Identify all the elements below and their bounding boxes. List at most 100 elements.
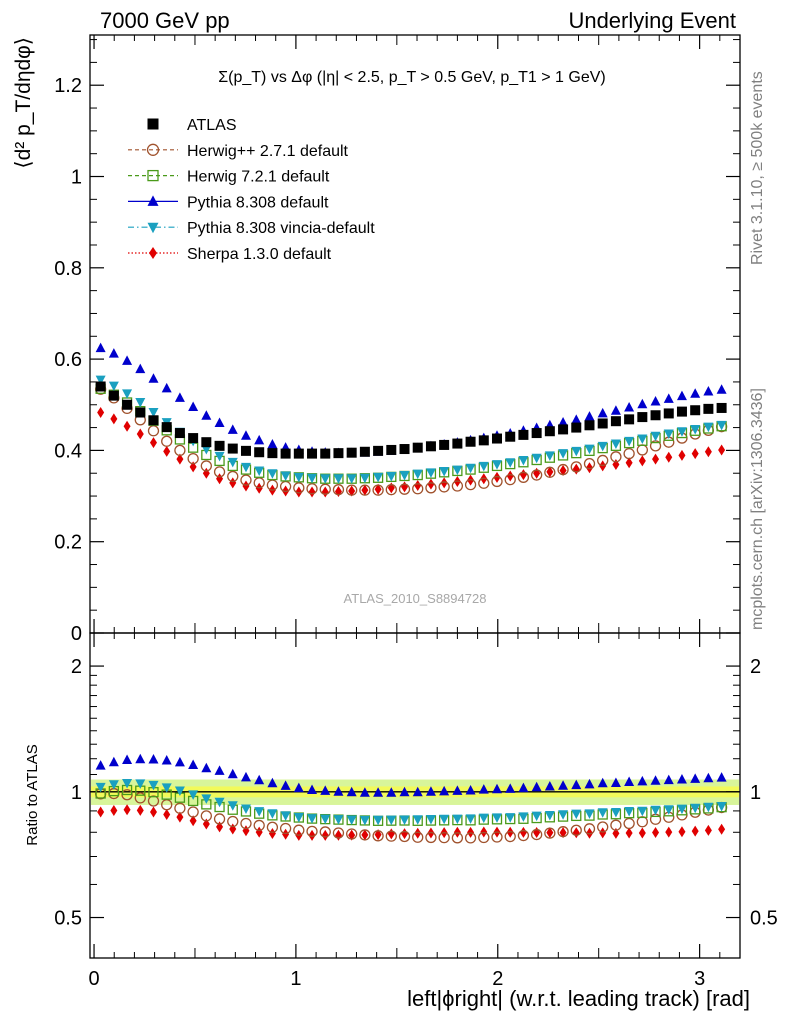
data-point: [716, 402, 727, 413]
data-point: [280, 471, 291, 482]
data-point: [321, 486, 329, 498]
ratio-point: [373, 787, 384, 797]
ratio-point: [333, 815, 344, 825]
ratio-point: [584, 778, 595, 789]
data-point: [161, 382, 172, 393]
series-atlas: [95, 381, 727, 459]
data-point: [572, 463, 580, 475]
ratio-point: [346, 828, 358, 840]
data-point: [135, 407, 146, 418]
ratio-point: [558, 810, 569, 820]
data-point: [200, 460, 212, 472]
ratio-point: [135, 779, 146, 789]
data-point: [333, 448, 344, 459]
data-point: [558, 417, 569, 427]
data-point: [610, 416, 621, 427]
ratio-point: [332, 827, 345, 839]
ratio-point: [149, 806, 157, 818]
data-point: [610, 439, 621, 450]
data-point: [478, 461, 489, 472]
data-point: [690, 388, 701, 398]
ratio-y-axis-label: Ratio to ATLAS: [24, 744, 41, 845]
ratio-point: [691, 825, 699, 837]
data-point: [518, 455, 529, 466]
x-tick-label: 2: [492, 968, 503, 990]
ratio-point: [491, 831, 503, 843]
ratio-point: [546, 827, 554, 839]
ratio-series-pythia-8-308-vincia-default: [95, 778, 727, 826]
data-point: [464, 478, 477, 491]
data-point: [227, 443, 238, 454]
legend: ATLAS Herwig++ 2.7.1 default Herwig 7.2.1 …: [128, 117, 375, 263]
data-point: [505, 431, 516, 442]
ratio-point: [506, 826, 514, 838]
data-point: [110, 413, 118, 425]
main-y-ticks: 0 0.2 0.4 0.6 0.8 1 1.2: [54, 35, 740, 645]
ratio-point: [452, 814, 463, 825]
ratio-point: [519, 826, 527, 838]
ratio-point: [703, 772, 714, 783]
data-point: [176, 453, 184, 465]
data-point: [691, 448, 699, 460]
ratio-point: [359, 787, 370, 797]
data-point: [240, 445, 251, 456]
ratio-point: [122, 754, 133, 764]
ratio-point: [372, 830, 384, 842]
ratio-point: [559, 827, 567, 839]
ratio-point: [320, 785, 331, 795]
data-point: [348, 485, 356, 497]
data-point: [517, 471, 530, 483]
ratio-point: [254, 807, 265, 817]
ratio-point: [517, 829, 530, 842]
main-y-axis-label: ⟨d² p_T/dηdφ⟩: [12, 37, 35, 169]
ratio-y-tick-label-right: 1: [750, 782, 761, 804]
legend-label: Herwig++ 2.7.1 default: [187, 143, 349, 160]
ratio-point: [201, 762, 212, 773]
ratio-point: [108, 756, 119, 767]
data-point: [624, 401, 635, 412]
ratio-y-tick-label: 0.5: [54, 908, 82, 930]
ratio-point: [320, 814, 331, 825]
y-tick-label: 1.2: [54, 75, 82, 97]
data-point: [703, 422, 714, 433]
ratio-panel: 0.5 0.5 1 1 2 2 0 1 2 3 Ratio to ATLAS left|ϕrigh…: [24, 632, 778, 1011]
data-point: [359, 446, 370, 457]
ratio-point: [307, 814, 318, 824]
ratio-point: [665, 826, 673, 838]
legend-entry: ATLAS: [147, 117, 237, 134]
legend-entry: Sherpa 1.3.0 default: [128, 246, 332, 263]
data-point: [530, 469, 543, 481]
x-tick-label: 3: [694, 968, 705, 990]
data-point: [663, 393, 674, 403]
rivet-label: Rivet 3.1.10, ≥ 500k events: [749, 71, 766, 265]
data-point: [703, 386, 714, 396]
data-point: [610, 405, 621, 415]
data-point: [136, 428, 144, 440]
data-point: [229, 477, 237, 489]
ratio-point: [412, 815, 423, 825]
data-point: [148, 408, 159, 418]
data-point: [280, 448, 291, 459]
ratio-point: [386, 787, 397, 797]
ratio-point: [136, 804, 144, 816]
data-point: [425, 482, 437, 494]
data-point: [293, 472, 304, 483]
data-point: [439, 439, 450, 450]
data-point: [478, 435, 489, 446]
mcplots-label: mcplots.cern.ch [arXiv:1306.3436]: [749, 388, 766, 630]
ratio-point: [531, 811, 542, 822]
data-point: [570, 461, 582, 473]
ratio-point: [267, 777, 278, 788]
ratio-point: [333, 786, 344, 796]
data-point: [189, 461, 197, 473]
ratio-point: [638, 827, 646, 839]
data-point: [610, 451, 622, 463]
data-point: [597, 407, 608, 418]
data-point: [374, 483, 382, 495]
data-point: [227, 424, 238, 434]
ratio-point: [612, 827, 620, 839]
data-point: [676, 406, 687, 417]
ratio-series-group: [94, 753, 728, 844]
y-tick-label: 1: [71, 167, 82, 189]
